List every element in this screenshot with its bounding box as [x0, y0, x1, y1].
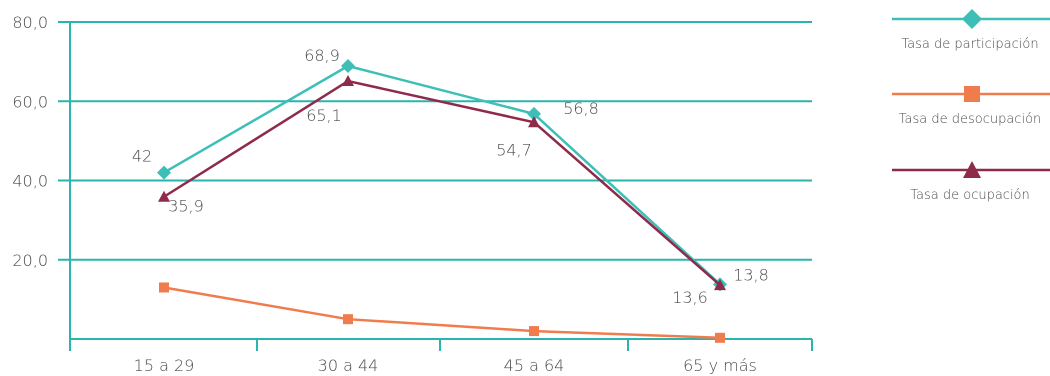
data-point-marker [962, 9, 982, 29]
data-point-marker [529, 326, 539, 337]
data-point-marker [963, 161, 981, 178]
data-label: 13,8 [733, 265, 769, 284]
data-point-marker [159, 282, 169, 293]
series-line [163, 286, 721, 340]
data-label: 54,7 [496, 140, 532, 159]
axes [69, 22, 813, 351]
data-point-marker [157, 165, 171, 180]
data-labels: 42 68,9 56,8 13,8 35,9 65,1 54,7 13,6 [132, 46, 769, 307]
data-point-marker [964, 86, 980, 102]
data-label: 56,8 [563, 99, 599, 118]
y-tick-label: 20,0 [12, 251, 48, 270]
data-label: 35,9 [168, 197, 204, 216]
legend-label: Tasa de participación [901, 37, 1038, 52]
y-tick-label: 80,0 [12, 13, 48, 32]
data-point-marker [341, 58, 355, 73]
y-tick-label: 60,0 [12, 92, 48, 111]
legend-label: Tasa de desocupación [899, 112, 1042, 127]
data-point-marker [527, 106, 541, 121]
data-point-marker [528, 116, 540, 128]
series-line [163, 64, 721, 286]
data-point-marker [714, 279, 726, 291]
data-label: 65,1 [306, 106, 342, 125]
data-label: 42 [132, 147, 152, 166]
data-label: 13,6 [672, 288, 708, 307]
x-axis-tick-labels: 15 a 29 30 a 44 45 a 64 65 y más [134, 356, 757, 375]
data-point-marker [343, 314, 353, 325]
data-point-marker [715, 332, 725, 343]
y-tick-label: 40,0 [12, 172, 48, 191]
legend: Tasa de participación Tasa de desocupació… [892, 9, 1050, 203]
series-line [163, 79, 721, 287]
x-tick-label: 45 a 64 [504, 356, 565, 375]
data-point-marker [342, 75, 354, 87]
data-label: 68,9 [304, 46, 340, 65]
x-tick-label: 15 a 29 [134, 356, 195, 375]
x-tick-label: 30 a 44 [318, 356, 379, 375]
series-group [157, 58, 727, 343]
y-axis-tick-labels: 80,0 60,0 40,0 20,0 [12, 13, 48, 270]
data-point-marker [158, 190, 170, 202]
legend-label: Tasa de ocupación [910, 188, 1030, 203]
gridlines [58, 21, 812, 261]
x-tick-label: 65 y más [683, 356, 757, 375]
